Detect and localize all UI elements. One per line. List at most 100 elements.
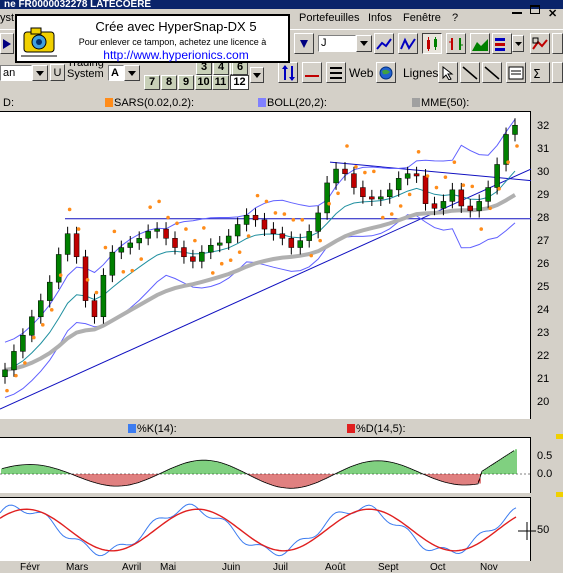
preset-12-button[interactable]: 12 [230,75,249,90]
preset-8-button[interactable]: 8 [161,75,177,90]
trendline-alt-icon[interactable] [482,62,502,83]
zoom-chart-icon[interactable] [530,33,550,54]
sar-dot [219,261,224,266]
preset-11-button[interactable]: 11 [212,75,229,90]
bar-ohlc-icon[interactable] [446,33,466,54]
oscillator-panel[interactable] [0,437,531,493]
arrow-down-icon[interactable] [294,33,314,54]
trendline-resistance [329,161,532,182]
sars-swatch [105,98,113,107]
close-icon[interactable]: ✕ [548,8,558,20]
menu-item-help[interactable]: ? [452,12,459,24]
period-select[interactable]: J [318,35,356,52]
sar-dot [58,273,63,278]
presets-dropdown[interactable] [250,67,264,83]
preset-10-button[interactable]: 10 [195,75,212,90]
indicators-list-icon[interactable] [492,33,512,54]
oscillator-svg[interactable] [0,438,531,494]
sar-dot [389,212,394,216]
price-axis-label: 28 [537,211,550,224]
stoch-d-legend: %D(14,5): [347,423,406,435]
trading-system-dropdown[interactable] [124,65,140,81]
period-left-field[interactable]: an [0,65,32,81]
trendline-icon[interactable] [460,62,480,83]
candle [38,293,44,324]
preset-9-button[interactable]: 9 [178,75,194,90]
sar-dot [193,238,197,243]
price-axis-label: 23 [537,327,550,340]
candle [243,208,250,232]
sar-dot [103,245,108,250]
preset-6-button[interactable]: 6 [232,60,248,75]
hlines-list-icon[interactable] [326,62,346,83]
candlestick-icon[interactable] [422,33,442,54]
candle [55,247,62,290]
restore-icon[interactable] [530,5,540,14]
svg-text:Σ: Σ [533,67,541,80]
candle [172,231,178,255]
candle [324,176,330,220]
price-chart-panel[interactable] [0,111,532,420]
mountain-chart-icon[interactable] [470,33,490,54]
period-left-dropdown[interactable] [32,65,48,81]
horizontal-line-red-icon[interactable] [302,62,322,83]
candle [127,236,134,255]
price-chart-svg[interactable] [0,112,532,420]
menu-item-system[interactable]: yst [0,12,15,24]
preset-7-button[interactable]: 7 [144,75,160,90]
line-chart-icon[interactable] [374,33,394,54]
stoch-axis-label: 50 [537,524,550,536]
fibonacci-icon[interactable]: Σ [530,62,550,83]
candle [199,245,205,269]
toolbar-more-2-icon[interactable] [552,62,563,83]
period-dropdown-button[interactable] [356,35,372,52]
sar-dot [354,164,358,169]
cursor-arrow-icon[interactable] [438,62,458,83]
sar-dot [282,212,287,216]
candle [145,224,151,246]
price-axis-label: 22 [537,350,550,363]
menu-item-infos[interactable]: Infos [368,12,392,24]
window-title: ne FR0000032278 LATECOERE [0,0,563,9]
sar-dot [85,278,90,282]
candle [413,166,420,183]
u-button[interactable]: U [50,64,65,81]
candle [315,206,321,239]
panel-resize-handle[interactable] [556,492,563,497]
globe-icon[interactable] [376,62,396,83]
sar-dot [175,221,179,226]
boll-swatch [258,98,266,107]
price-axis-label: 30 [537,165,550,178]
sar-dot [470,184,475,189]
play-icon[interactable] [0,33,14,54]
price-axis-label: 26 [537,258,550,270]
hypersnap-stamp: Crée avec HyperSnap-DX 5 Pour enlever ce… [15,14,290,63]
sar-dot [49,308,54,312]
scale-arrows-icon[interactable] [278,62,298,83]
zigzag-chart-icon[interactable] [398,33,418,54]
mme-legend: MME(50): [412,97,469,109]
osc-axis-label: 0.0 [537,468,553,480]
text-note-icon[interactable] [506,62,526,83]
trading-system-field[interactable]: A [108,65,124,81]
sar-dot [255,193,260,198]
preset-4-button[interactable]: 4 [213,60,229,75]
minimize-icon[interactable] [512,12,522,14]
sar-dot [94,290,99,295]
candle [73,226,80,264]
stamp-url[interactable]: http://www.hyperionics.com [103,48,249,62]
menu-item-portefeuilles[interactable]: Portefeuilles [299,12,360,24]
stamp-line-1: Crée avec HyperSnap-DX 5 [95,19,257,34]
candle [64,226,71,262]
main-legend-label: D: [3,97,14,109]
indicators-dropdown-button[interactable] [512,35,524,52]
panel-resize-handle[interactable] [556,434,563,439]
camera-icon [21,27,57,57]
menu-item-fenetre[interactable]: Fenêtre [403,12,441,24]
mme-swatch [412,98,420,107]
web-label[interactable]: Web [349,66,374,80]
stochastic-panel[interactable] [0,497,531,561]
toolbar-more-icon[interactable] [552,33,563,54]
stochastic-svg[interactable] [0,498,531,562]
sar-dot [380,215,385,220]
